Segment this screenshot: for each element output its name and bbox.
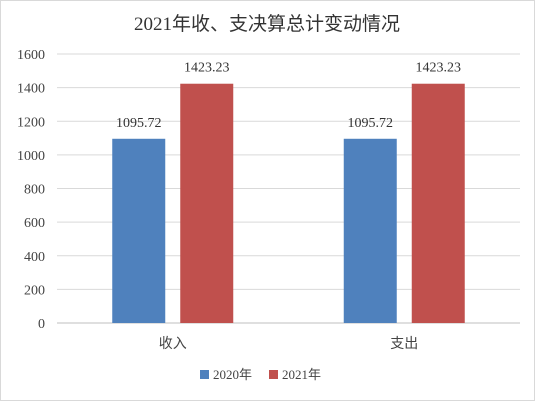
bar (180, 83, 234, 324)
x-axis-categories: 收入 支出 (159, 336, 419, 352)
y-tick-label: 400 (24, 250, 45, 265)
y-tick-label: 1400 (17, 82, 45, 97)
legend-swatch (200, 370, 209, 379)
legend-label: 2020年 (213, 367, 252, 382)
y-tick-label: 200 (24, 283, 45, 298)
data-label: 1095.72 (116, 116, 162, 131)
bar (112, 138, 166, 323)
data-label: 1095.72 (348, 116, 394, 131)
data-label: 1423.23 (416, 61, 462, 76)
y-tick-label: 1000 (17, 149, 45, 164)
bar (343, 138, 397, 323)
legend-swatch (269, 370, 278, 379)
legend: 2020年 2021年 (200, 367, 321, 382)
x-category-label: 收入 (159, 336, 187, 352)
bar-layer (112, 83, 465, 324)
legend-label: 2021年 (282, 367, 321, 382)
y-tick-label: 1600 (17, 48, 45, 63)
x-category-label: 支出 (390, 336, 418, 352)
chart-title: 2021年收、支决算总计变动情况 (134, 13, 400, 35)
y-tick-label: 800 (24, 183, 45, 198)
y-axis-ticks: 0 200 400 600 800 1000 1200 1400 1600 (17, 48, 45, 332)
y-tick-label: 600 (24, 216, 45, 231)
data-label-layer: 1095.72 1423.23 1095.72 1423.23 (116, 61, 461, 131)
bar (411, 83, 465, 324)
y-tick-label: 1200 (17, 115, 45, 130)
data-label: 1423.23 (184, 61, 230, 76)
y-tick-label: 0 (38, 317, 45, 332)
